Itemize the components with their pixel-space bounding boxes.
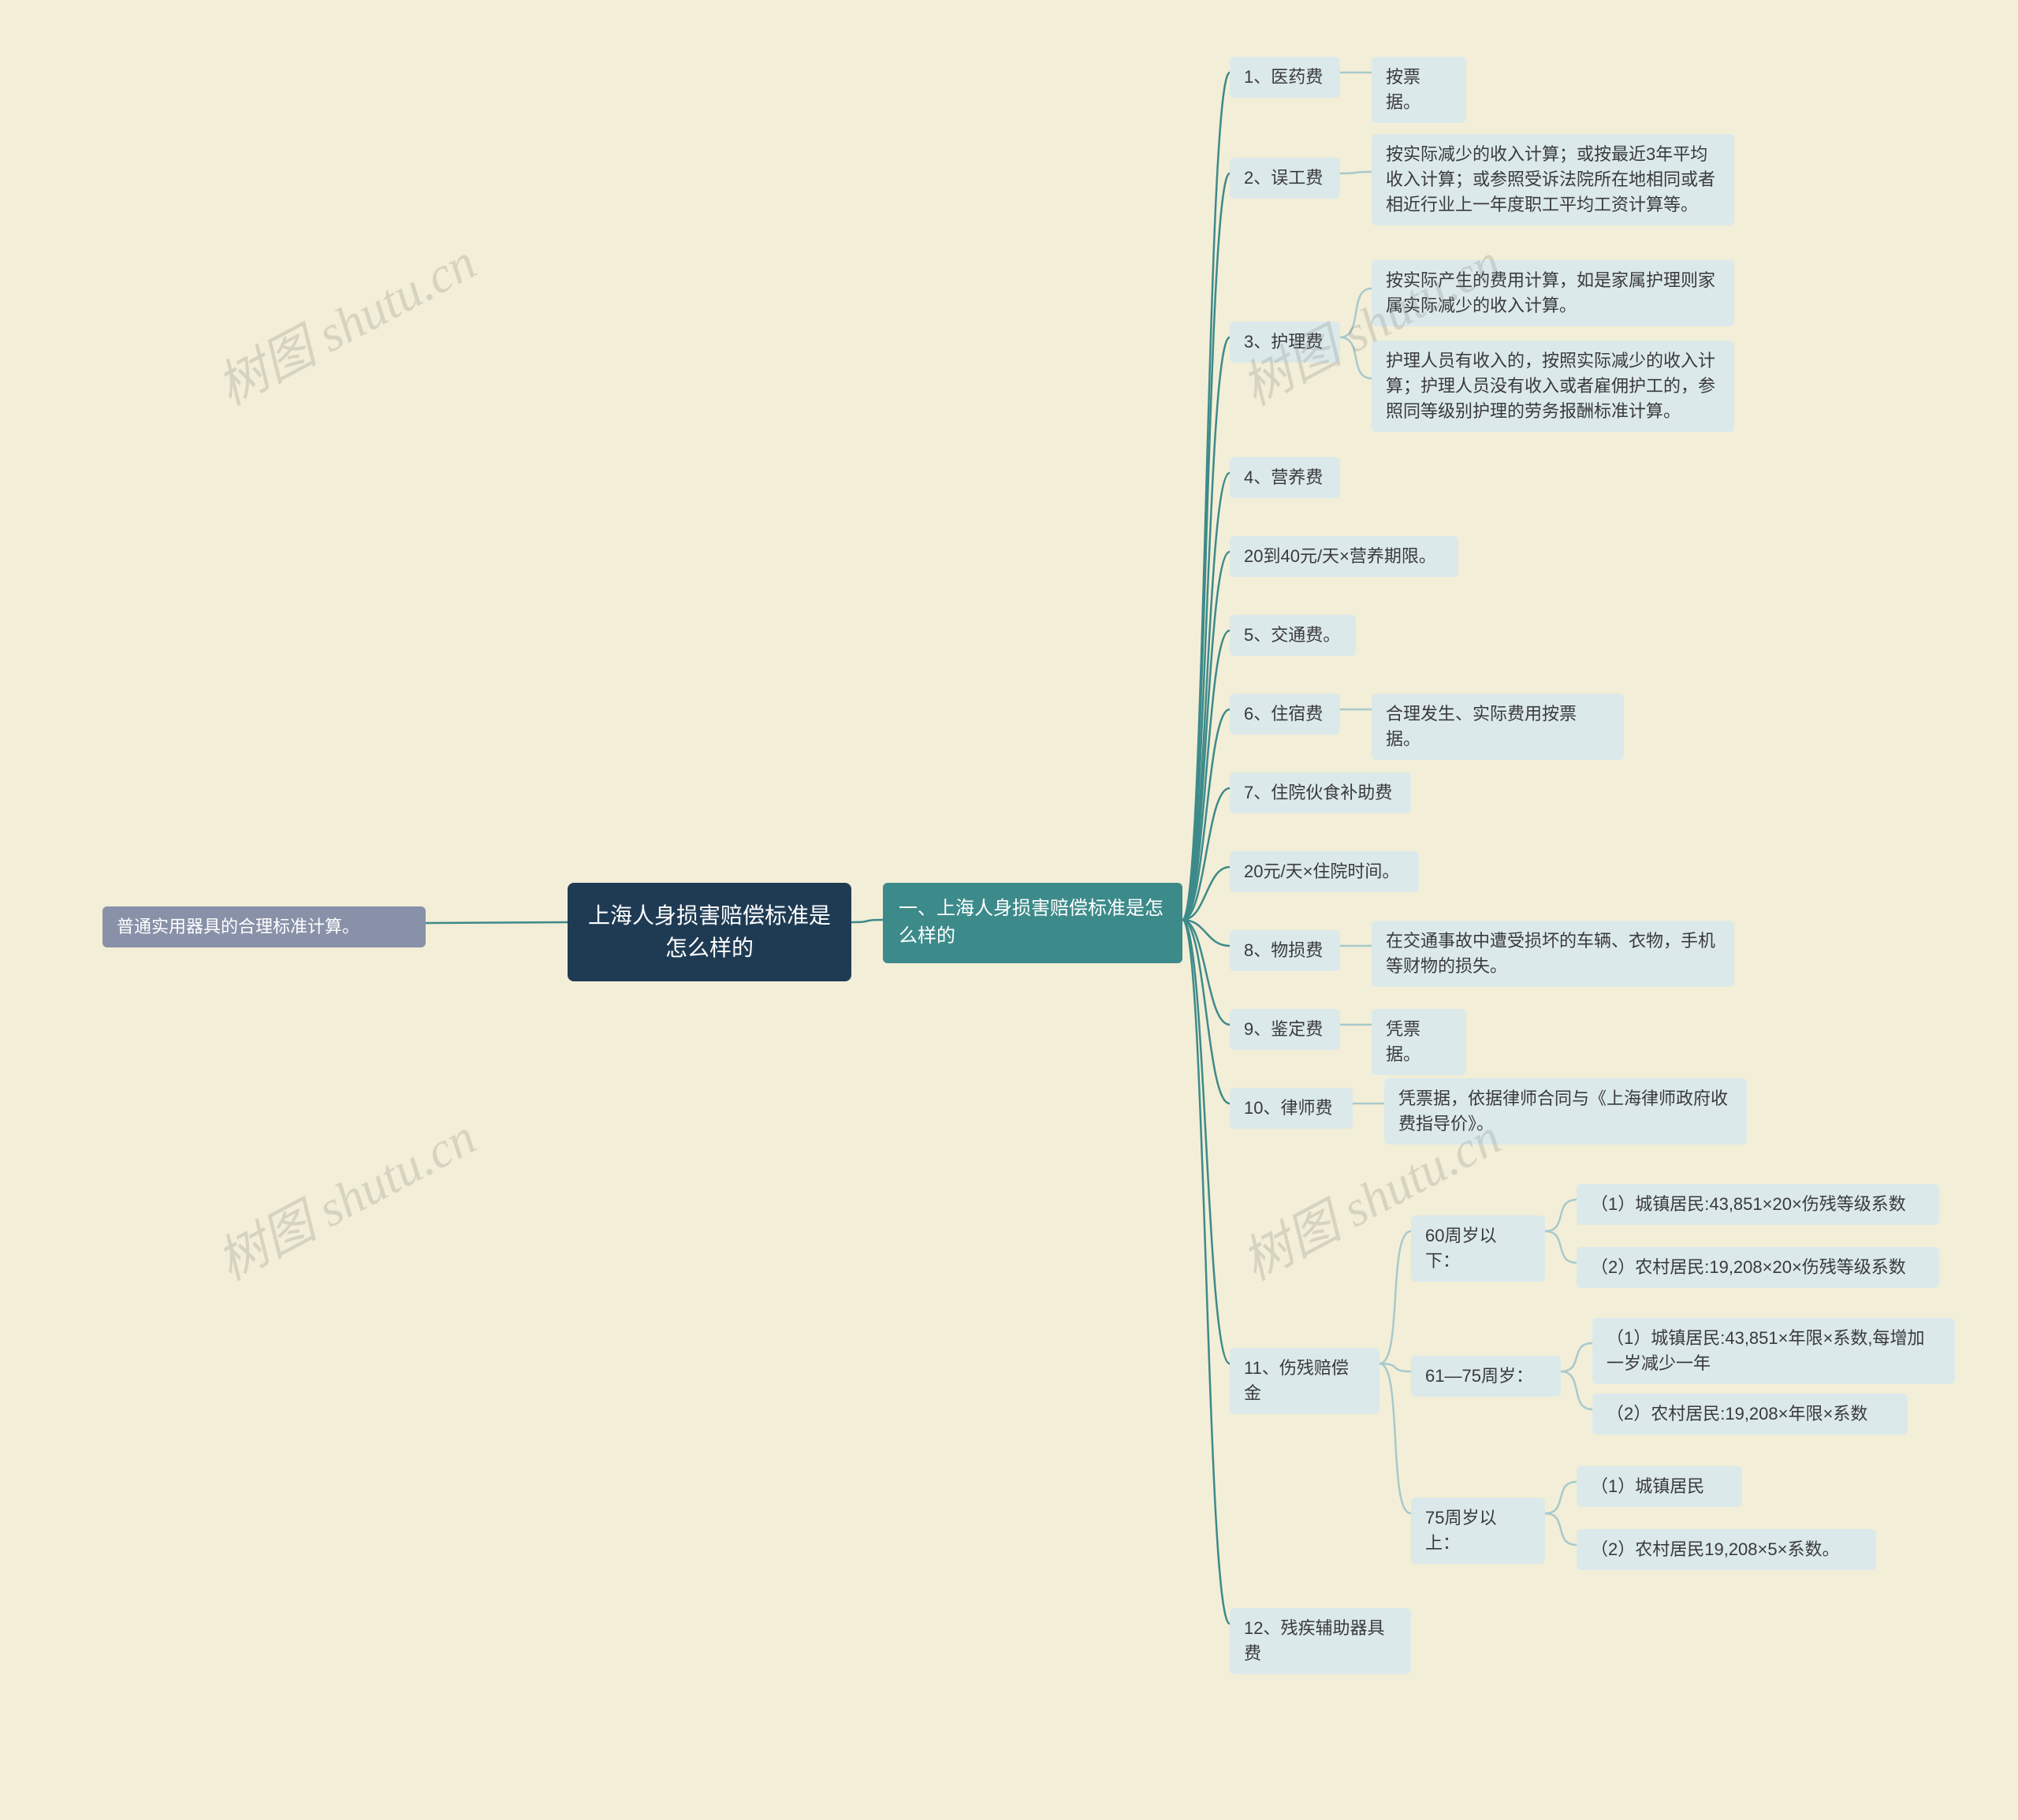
- node-n1a: 按票据。: [1372, 57, 1466, 123]
- node-n2: 2、误工费: [1230, 158, 1340, 199]
- node-n11_60a: （1）城镇居民:43,851×20×伤残等级系数: [1577, 1184, 1939, 1225]
- node-label-n10: 10、律师费: [1244, 1096, 1332, 1121]
- node-n11_61a: （1）城镇居民:43,851×年限×系数,每增加一岁减少一年: [1592, 1318, 1955, 1384]
- node-label-n11_75a: （1）城镇居民: [1591, 1474, 1704, 1499]
- node-n11_75a: （1）城镇居民: [1577, 1466, 1742, 1507]
- node-label-n5: 5、交通费。: [1244, 623, 1340, 648]
- node-n10a: 凭票据，依据律师合同与《上海律师政府收费指导价》。: [1384, 1078, 1747, 1144]
- node-n10: 10、律师费: [1230, 1088, 1353, 1129]
- node-n2a: 按实际减少的收入计算；或按最近3年平均收入计算；或参照受诉法院所在地相同或者相近…: [1372, 134, 1734, 225]
- node-extra: 普通实用器具的合理标准计算。: [102, 906, 426, 947]
- node-n7: 7、住院伙食补助费: [1230, 772, 1411, 813]
- node-label-n11: 11、伤残赔偿金: [1244, 1356, 1365, 1406]
- node-label-n11_60: 60周岁以下：: [1425, 1223, 1531, 1274]
- node-n11_61: 61—75周岁：: [1411, 1356, 1561, 1397]
- node-n3: 3、护理费: [1230, 322, 1340, 363]
- node-n11_60b: （2）农村居民:19,208×20×伤残等级系数: [1577, 1247, 1939, 1288]
- node-root: 上海人身损害赔偿标准是怎么样的: [568, 883, 851, 981]
- node-label-n11_60a: （1）城镇居民:43,851×20×伤残等级系数: [1591, 1192, 1906, 1217]
- node-label-n8a: 在交通事故中遭受损坏的车辆、衣物，手机等财物的损失。: [1386, 929, 1720, 979]
- node-n3a: 按实际产生的费用计算，如是家属护理则家属实际减少的收入计算。: [1372, 260, 1734, 326]
- node-n11: 11、伤残赔偿金: [1230, 1348, 1379, 1414]
- node-label-n3: 3、护理费: [1244, 329, 1323, 355]
- node-label-n7: 7、住院伙食补助费: [1244, 780, 1392, 806]
- node-label-n2a: 按实际减少的收入计算；或按最近3年平均收入计算；或参照受诉法院所在地相同或者相近…: [1386, 142, 1720, 218]
- node-n4b: 20到40元/天×营养期限。: [1230, 536, 1458, 577]
- node-label-n9a: 凭票据。: [1386, 1017, 1452, 1067]
- node-label-n11_61b: （2）农村居民:19,208×年限×系数: [1607, 1401, 1867, 1427]
- node-n3b: 护理人员有收入的，按照实际减少的收入计算；护理人员没有收入或者雇佣护工的，参照同…: [1372, 341, 1734, 432]
- node-label-n12: 12、残疾辅助器具费: [1244, 1616, 1397, 1666]
- node-label-n11_60b: （2）农村居民:19,208×20×伤残等级系数: [1591, 1255, 1906, 1280]
- node-label-n6: 6、住宿费: [1244, 702, 1323, 727]
- node-label-n11_61: 61—75周岁：: [1425, 1364, 1533, 1389]
- node-n4: 4、营养费: [1230, 457, 1340, 498]
- node-n11_60: 60周岁以下：: [1411, 1215, 1545, 1282]
- node-n5: 5、交通费。: [1230, 615, 1356, 656]
- node-label-n11_61a: （1）城镇居民:43,851×年限×系数,每增加一岁减少一年: [1607, 1326, 1941, 1376]
- node-label-n11_75b: （2）农村居民19,208×5×系数。: [1591, 1537, 1839, 1562]
- node-sec1: 一、上海人身损害赔偿标准是怎么样的: [883, 883, 1182, 963]
- node-label-root: 上海人身损害赔偿标准是怎么样的: [588, 900, 831, 964]
- node-label-n2: 2、误工费: [1244, 166, 1323, 191]
- node-label-sec1: 一、上海人身损害赔偿标准是怎么样的: [899, 895, 1167, 951]
- node-label-n4: 4、营养费: [1244, 465, 1323, 490]
- node-n8: 8、物损费: [1230, 930, 1340, 971]
- node-label-extra: 普通实用器具的合理标准计算。: [117, 914, 359, 940]
- node-label-n10a: 凭票据，依据律师合同与《上海律师政府收费指导价》。: [1398, 1086, 1733, 1137]
- node-n8a: 在交通事故中遭受损坏的车辆、衣物，手机等财物的损失。: [1372, 921, 1734, 987]
- node-label-n8: 8、物损费: [1244, 938, 1323, 963]
- node-n11_75: 75周岁以上：: [1411, 1498, 1545, 1564]
- node-n6: 6、住宿费: [1230, 694, 1340, 735]
- node-n11_75b: （2）农村居民19,208×5×系数。: [1577, 1529, 1876, 1570]
- node-label-n11_75: 75周岁以上：: [1425, 1506, 1531, 1556]
- node-n11_61b: （2）农村居民:19,208×年限×系数: [1592, 1394, 1908, 1435]
- node-label-n4b: 20到40元/天×营养期限。: [1244, 544, 1436, 569]
- node-label-n9: 9、鉴定费: [1244, 1017, 1323, 1042]
- node-n1: 1、医药费: [1230, 57, 1340, 98]
- node-label-n1: 1、医药费: [1244, 65, 1323, 90]
- node-n9a: 凭票据。: [1372, 1009, 1466, 1075]
- node-n9: 9、鉴定费: [1230, 1009, 1340, 1050]
- node-label-n6a: 合理发生、实际费用按票据。: [1386, 702, 1610, 752]
- node-n7b: 20元/天×住院时间。: [1230, 851, 1419, 892]
- node-label-n3a: 按实际产生的费用计算，如是家属护理则家属实际减少的收入计算。: [1386, 268, 1720, 318]
- node-n12: 12、残疾辅助器具费: [1230, 1608, 1411, 1674]
- node-label-n7b: 20元/天×住院时间。: [1244, 859, 1399, 884]
- node-label-n3b: 护理人员有收入的，按照实际减少的收入计算；护理人员没有收入或者雇佣护工的，参照同…: [1386, 348, 1720, 424]
- node-n6a: 合理发生、实际费用按票据。: [1372, 694, 1624, 760]
- node-label-n1a: 按票据。: [1386, 65, 1452, 115]
